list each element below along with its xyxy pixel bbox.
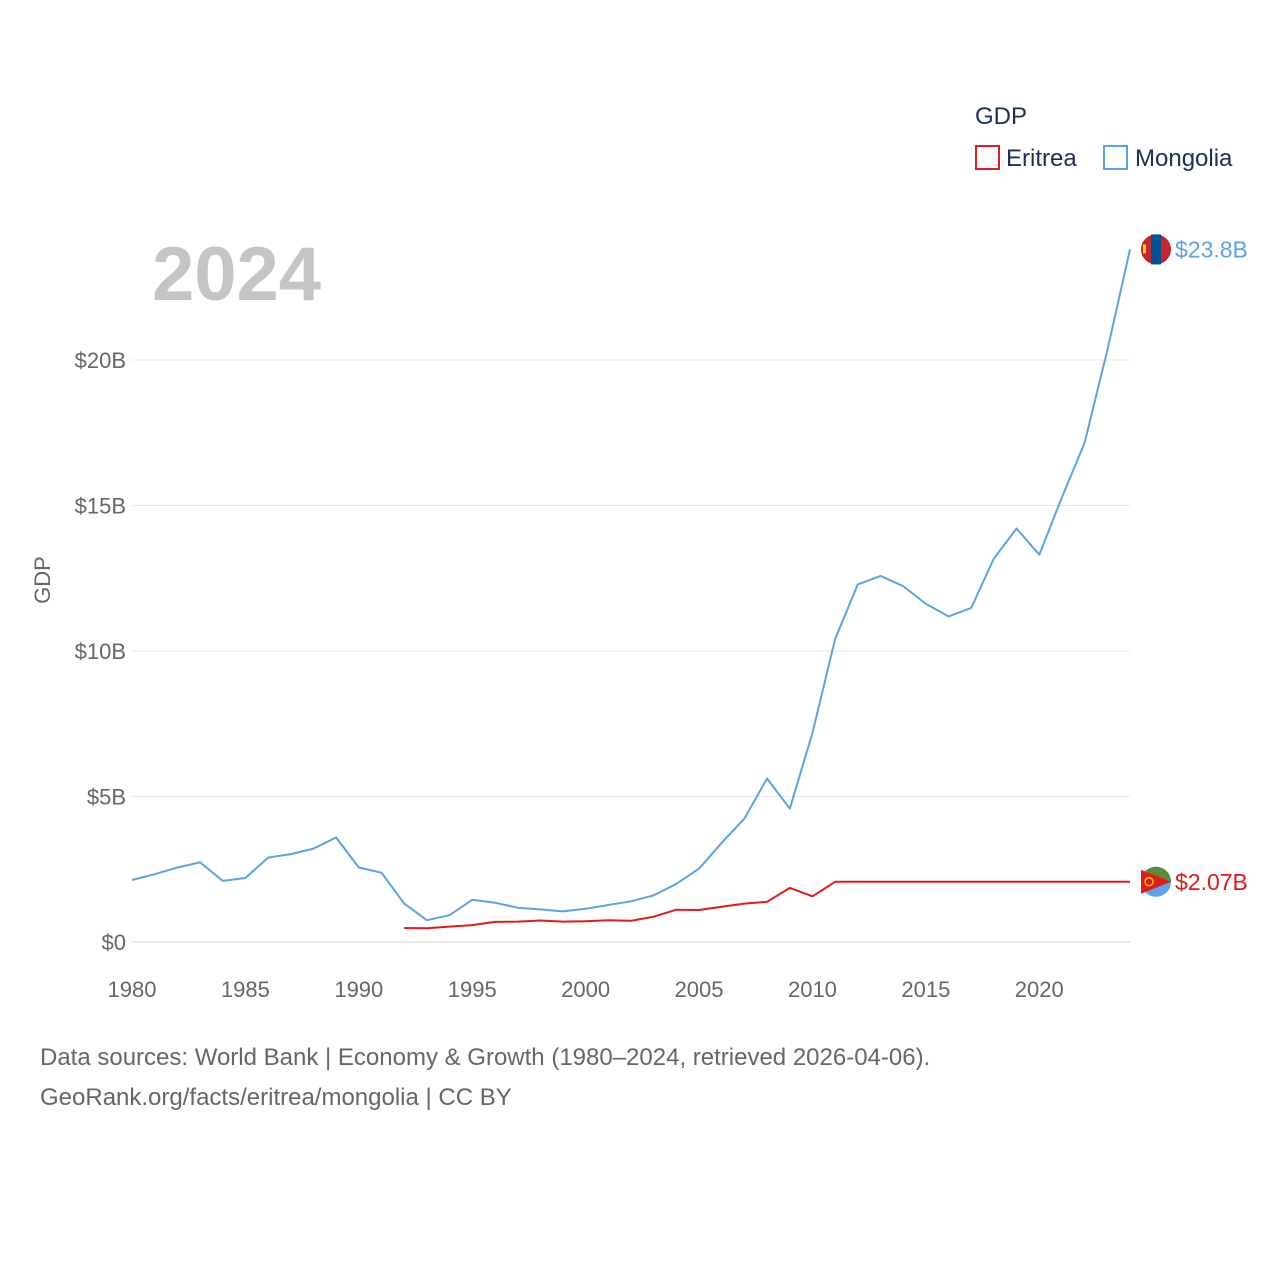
y-tick-label: $20B <box>75 348 126 373</box>
end-label-eritrea: $2.07B <box>1175 869 1248 895</box>
end-label-mongolia: $23.8B <box>1175 236 1248 262</box>
legend-item-eritrea[interactable]: Eritrea <box>975 145 1077 172</box>
y-axis-label: GDP <box>30 556 55 604</box>
series-end-markers: $2.07B $23.8B <box>1141 234 1248 897</box>
y-tick-label: $5B <box>87 785 126 810</box>
y-axis-ticks: $0 $5B $10B $15B $20B <box>75 348 126 955</box>
legend-title: GDP <box>975 103 1027 130</box>
legend-item-mongolia[interactable]: Mongolia <box>1103 145 1233 172</box>
x-tick-label: 1980 <box>108 977 157 1002</box>
legend-label-eritrea: Eritrea <box>1006 145 1077 172</box>
x-tick-label: 2000 <box>561 977 610 1002</box>
footer-attribution: GeoRank.org/facts/eritrea/mongolia | CC … <box>40 1084 512 1111</box>
legend-label-mongolia: Mongolia <box>1135 145 1233 172</box>
x-tick-label: 1990 <box>334 977 383 1002</box>
eritrea-flag-icon <box>1141 866 1171 897</box>
year-label: 2024 <box>152 232 321 317</box>
footer-sources: Data sources: World Bank | Economy & Gro… <box>40 1044 931 1071</box>
x-tick-label: 2010 <box>788 977 837 1002</box>
mongolia-flag-icon <box>1141 234 1171 265</box>
gridlines <box>132 359 1130 943</box>
y-tick-label: $10B <box>75 639 126 664</box>
x-tick-label: 2015 <box>901 977 950 1002</box>
legend: GDP Eritrea Mongolia <box>975 103 1233 172</box>
x-tick-label: 1985 <box>221 977 270 1002</box>
x-axis-ticks: 1980 1985 1990 1995 2000 2005 2010 2015 2020 <box>108 977 1064 1002</box>
series-line-mongolia <box>131 249 1131 922</box>
x-tick-label: 2005 <box>675 977 724 1002</box>
legend-swatch-eritrea <box>975 145 1000 170</box>
y-tick-label: $0 <box>102 930 126 955</box>
series-line-eritrea <box>404 880 1130 930</box>
x-tick-label: 1995 <box>448 977 497 1002</box>
x-tick-label: 2020 <box>1015 977 1064 1002</box>
legend-swatch-mongolia <box>1103 145 1128 170</box>
series-lines <box>131 249 1131 930</box>
y-tick-label: $15B <box>75 494 126 519</box>
